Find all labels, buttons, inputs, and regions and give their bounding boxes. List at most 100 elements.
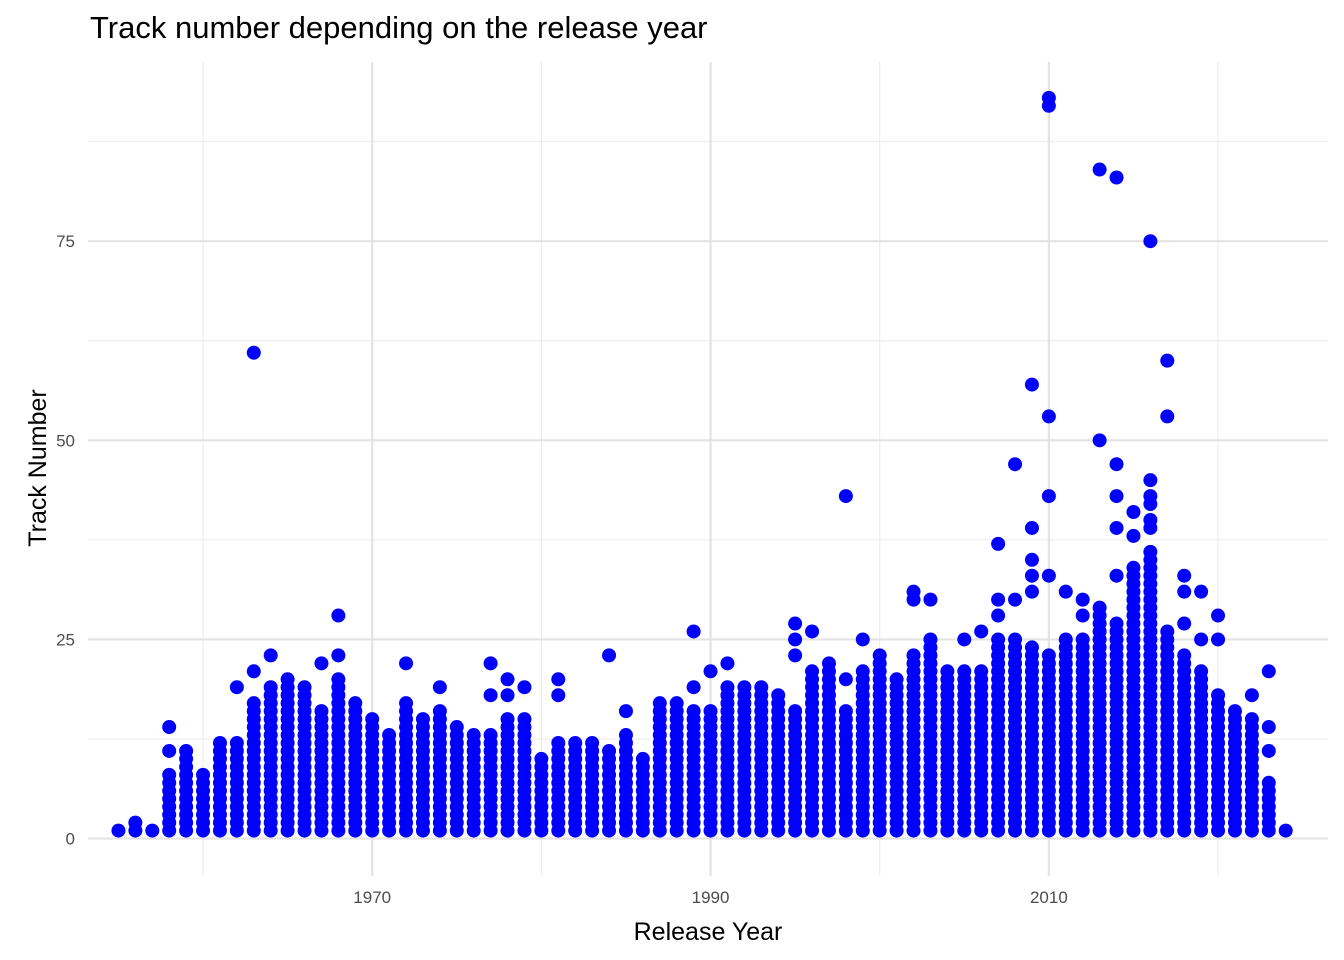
data-point — [669, 696, 684, 711]
data-point — [635, 751, 650, 766]
data-point — [838, 489, 853, 504]
data-point — [162, 743, 177, 758]
data-point — [889, 672, 904, 687]
data-point — [602, 648, 617, 663]
data-point — [974, 624, 989, 639]
data-point — [162, 767, 177, 782]
data-point — [1143, 544, 1158, 559]
data-point — [551, 688, 566, 703]
y-tick-label: 50 — [56, 431, 75, 450]
data-point — [838, 672, 853, 687]
data-point — [128, 815, 143, 830]
data-point — [1024, 584, 1039, 599]
x-tick-label: 2010 — [1030, 888, 1068, 907]
data-point — [1041, 648, 1056, 663]
data-point — [432, 680, 447, 695]
data-point — [1058, 584, 1073, 599]
data-point — [1126, 528, 1141, 543]
data-point — [618, 704, 633, 719]
data-point — [805, 664, 820, 679]
data-point — [991, 536, 1006, 551]
data-point — [754, 680, 769, 695]
data-point — [246, 345, 261, 360]
data-point — [517, 712, 532, 727]
data-point — [500, 712, 515, 727]
data-point — [1261, 743, 1276, 758]
data-point — [686, 624, 701, 639]
data-point — [432, 704, 447, 719]
data-point — [821, 656, 836, 671]
data-point — [500, 688, 515, 703]
data-point — [991, 632, 1006, 647]
data-point — [788, 632, 803, 647]
data-point — [449, 720, 464, 735]
data-point — [906, 584, 921, 599]
data-point — [399, 696, 414, 711]
x-axis-ticks: 1970 1990 2010 — [353, 888, 1067, 907]
data-point — [771, 688, 786, 703]
data-point — [1126, 560, 1141, 575]
y-tick-label: 75 — [56, 232, 75, 251]
data-point — [1177, 568, 1192, 583]
y-tick-label: 25 — [56, 630, 75, 649]
data-point — [1008, 457, 1023, 472]
data-point — [1092, 433, 1107, 448]
data-point — [263, 648, 278, 663]
data-point — [1261, 775, 1276, 790]
data-point — [466, 728, 481, 743]
data-point — [872, 648, 887, 663]
data-point — [534, 751, 549, 766]
data-point — [280, 672, 295, 687]
data-point — [1211, 632, 1226, 647]
data-point — [1211, 688, 1226, 703]
data-point — [1194, 632, 1209, 647]
data-point — [331, 608, 346, 623]
data-point — [1160, 624, 1175, 639]
data-point — [246, 696, 261, 711]
data-point — [1194, 664, 1209, 679]
data-point — [1008, 632, 1023, 647]
data-point — [196, 767, 211, 782]
data-point — [1008, 592, 1023, 607]
data-point — [957, 632, 972, 647]
data-point — [415, 712, 430, 727]
data-point — [382, 728, 397, 743]
data-point — [348, 696, 363, 711]
data-point — [1126, 505, 1141, 520]
data-point — [923, 592, 938, 607]
data-point — [1024, 520, 1039, 535]
data-point — [1227, 704, 1242, 719]
data-point — [1143, 473, 1158, 488]
data-point — [686, 680, 701, 695]
data-point — [551, 672, 566, 687]
data-point — [991, 592, 1006, 607]
data-point — [703, 664, 718, 679]
data-point — [1244, 688, 1259, 703]
x-tick-label: 1990 — [692, 888, 730, 907]
y-axis-ticks: 0 25 50 75 — [56, 232, 75, 848]
data-points — [111, 90, 1293, 838]
y-tick-label: 0 — [66, 830, 75, 849]
data-point — [1177, 648, 1192, 663]
data-point — [568, 735, 583, 750]
data-point — [314, 704, 329, 719]
data-point — [838, 704, 853, 719]
data-point — [652, 696, 667, 711]
data-point — [500, 672, 515, 687]
data-point — [314, 656, 329, 671]
data-point — [212, 735, 227, 750]
data-point — [483, 656, 498, 671]
data-point — [229, 735, 244, 750]
data-point — [1109, 616, 1124, 631]
data-point — [179, 743, 194, 758]
data-point — [855, 632, 870, 647]
data-point — [297, 680, 312, 695]
data-point — [1211, 608, 1226, 623]
data-point — [551, 735, 566, 750]
data-point — [483, 688, 498, 703]
data-point — [1261, 664, 1276, 679]
data-point — [1041, 90, 1056, 105]
data-point — [1177, 584, 1192, 599]
chart-title: Track number depending on the release ye… — [90, 10, 708, 45]
data-point — [1024, 640, 1039, 655]
